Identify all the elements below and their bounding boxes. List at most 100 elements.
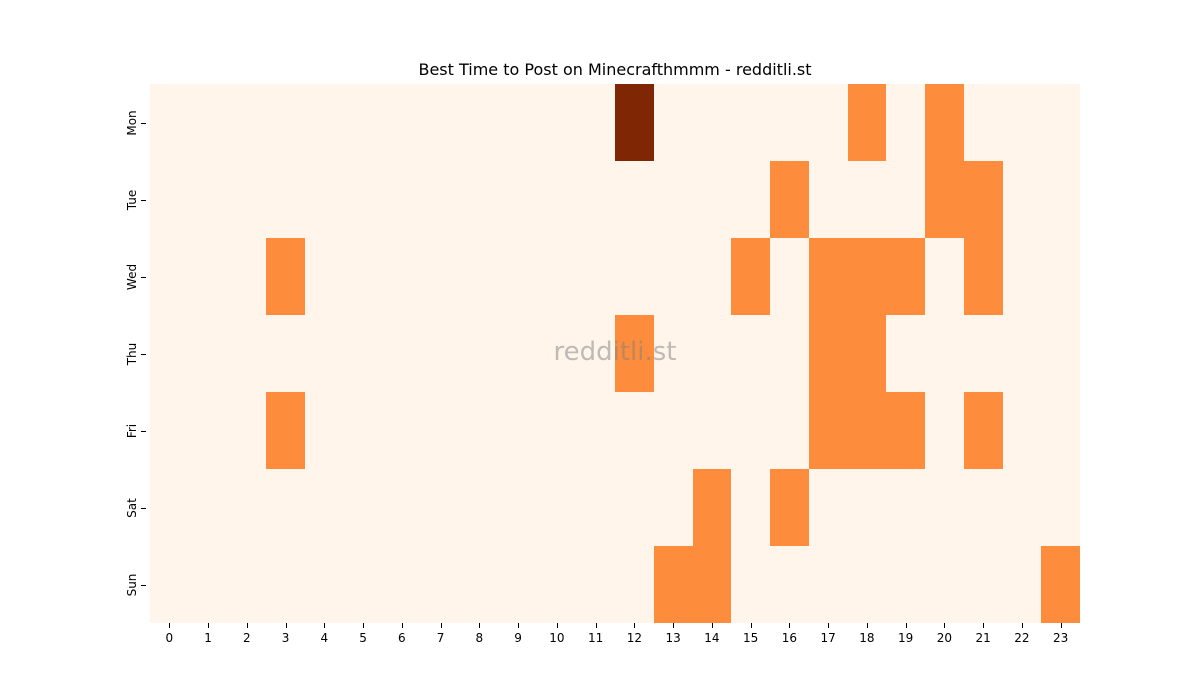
x-tick (1021, 623, 1023, 628)
heatmap-cell (1002, 469, 1042, 546)
heatmap-cell (925, 392, 964, 469)
heatmap-cell (227, 315, 267, 392)
heatmap-cell (808, 469, 848, 546)
x-tick-label: 14 (704, 631, 720, 645)
x-tick-label: 10 (549, 631, 565, 645)
heatmap-cell (653, 84, 693, 161)
heatmap-cell (1041, 84, 1080, 161)
heatmap-cell (886, 469, 925, 546)
heatmap-cell (188, 238, 228, 315)
y-tick (141, 122, 146, 124)
heatmap-cell (770, 546, 809, 623)
heatmap-cell (653, 238, 693, 315)
heatmap-cell (576, 469, 615, 546)
x-tick-label: 2 (243, 631, 251, 645)
heatmap-cell (266, 315, 305, 392)
heatmap-cell (576, 546, 615, 623)
heatmap-cell (963, 84, 1003, 161)
heatmap-cell (382, 392, 422, 469)
heatmap-cell (1002, 546, 1042, 623)
y-tick-label: Tue (125, 189, 139, 210)
heatmap-cell (150, 469, 189, 546)
x-tick (905, 623, 907, 628)
heatmap-cell (925, 469, 964, 546)
x-tick (363, 623, 365, 628)
x-tick-label: 18 (859, 631, 875, 645)
heatmap-cell (692, 161, 732, 238)
heatmap-cell (731, 315, 770, 392)
heatmap-cell (266, 392, 305, 469)
heatmap-cell (498, 469, 538, 546)
heatmap-cell (847, 161, 887, 238)
heatmap-cell (382, 238, 422, 315)
heatmap-cell (731, 392, 770, 469)
heatmap-cell (847, 546, 887, 623)
heatmap-cell (692, 546, 732, 623)
heatmap-cell (421, 161, 460, 238)
x-tick (789, 623, 791, 628)
x-tick-label: 21 (975, 631, 991, 645)
heatmap-cell (382, 84, 422, 161)
heatmap-cell (808, 315, 848, 392)
heatmap-cell (460, 469, 499, 546)
heatmap-cell (266, 238, 305, 315)
heatmap-cell (963, 315, 1003, 392)
x-tick-label: 1 (204, 631, 212, 645)
heatmap-cell (421, 84, 460, 161)
x-tick (828, 623, 830, 628)
heatmap-cell (227, 238, 267, 315)
x-tick (324, 623, 326, 628)
heatmap-cell (653, 315, 693, 392)
x-tick-label: 3 (281, 631, 290, 645)
heatmap-cell (266, 546, 305, 623)
heatmap-cell (150, 84, 189, 161)
heatmap-cell (770, 315, 809, 392)
heatmap-cell (808, 546, 848, 623)
y-tick (141, 430, 146, 432)
heatmap-cell (460, 161, 499, 238)
x-tick (169, 623, 171, 628)
heatmap-cell (576, 315, 615, 392)
heatmap-cell (537, 392, 577, 469)
heatmap-cell (266, 84, 305, 161)
x-tick-label: 5 (359, 631, 367, 645)
x-tick-label: 6 (398, 631, 406, 645)
heatmap-cell (963, 392, 1003, 469)
heatmap-cell (963, 161, 1003, 238)
y-tick-label: Thu (125, 342, 139, 365)
heatmap-cell (653, 161, 693, 238)
heatmap-cell (188, 469, 228, 546)
chart-title: Best Time to Post on Minecrafthmmm - red… (418, 60, 812, 79)
heatmap-cell (615, 546, 654, 623)
heatmap-cell (421, 469, 460, 546)
heatmap-cell (150, 546, 189, 623)
x-tick-label: 8 (475, 631, 484, 645)
heatmap-cell (343, 315, 383, 392)
heatmap-cell (421, 546, 460, 623)
x-tick-label: 4 (320, 631, 329, 645)
heatmap-cell (266, 161, 305, 238)
heatmap-cell (382, 546, 422, 623)
heatmap-cell (382, 161, 422, 238)
heatmap-cell (150, 315, 189, 392)
heatmap-cell (576, 84, 615, 161)
y-tick-label: Wed (125, 263, 139, 290)
heatmap-cell (460, 238, 499, 315)
heatmap-cell (963, 238, 1003, 315)
heatmap-cell (925, 161, 964, 238)
heatmap-cell (653, 546, 693, 623)
x-tick-label: 13 (665, 631, 681, 645)
x-tick-label: 23 (1052, 631, 1069, 645)
heatmap-cell (305, 392, 344, 469)
heatmap-cell (537, 238, 577, 315)
x-tick (556, 623, 558, 628)
heatmap-cell (537, 546, 577, 623)
heatmap-cell (615, 238, 654, 315)
heatmap-grid (150, 84, 1080, 623)
y-tick-label: Mon (125, 109, 139, 136)
heatmap-cell (305, 84, 344, 161)
x-tick-label: 9 (514, 631, 522, 645)
heatmap-cell (731, 546, 770, 623)
heatmap-cell (305, 161, 344, 238)
heatmap-cell (576, 238, 615, 315)
